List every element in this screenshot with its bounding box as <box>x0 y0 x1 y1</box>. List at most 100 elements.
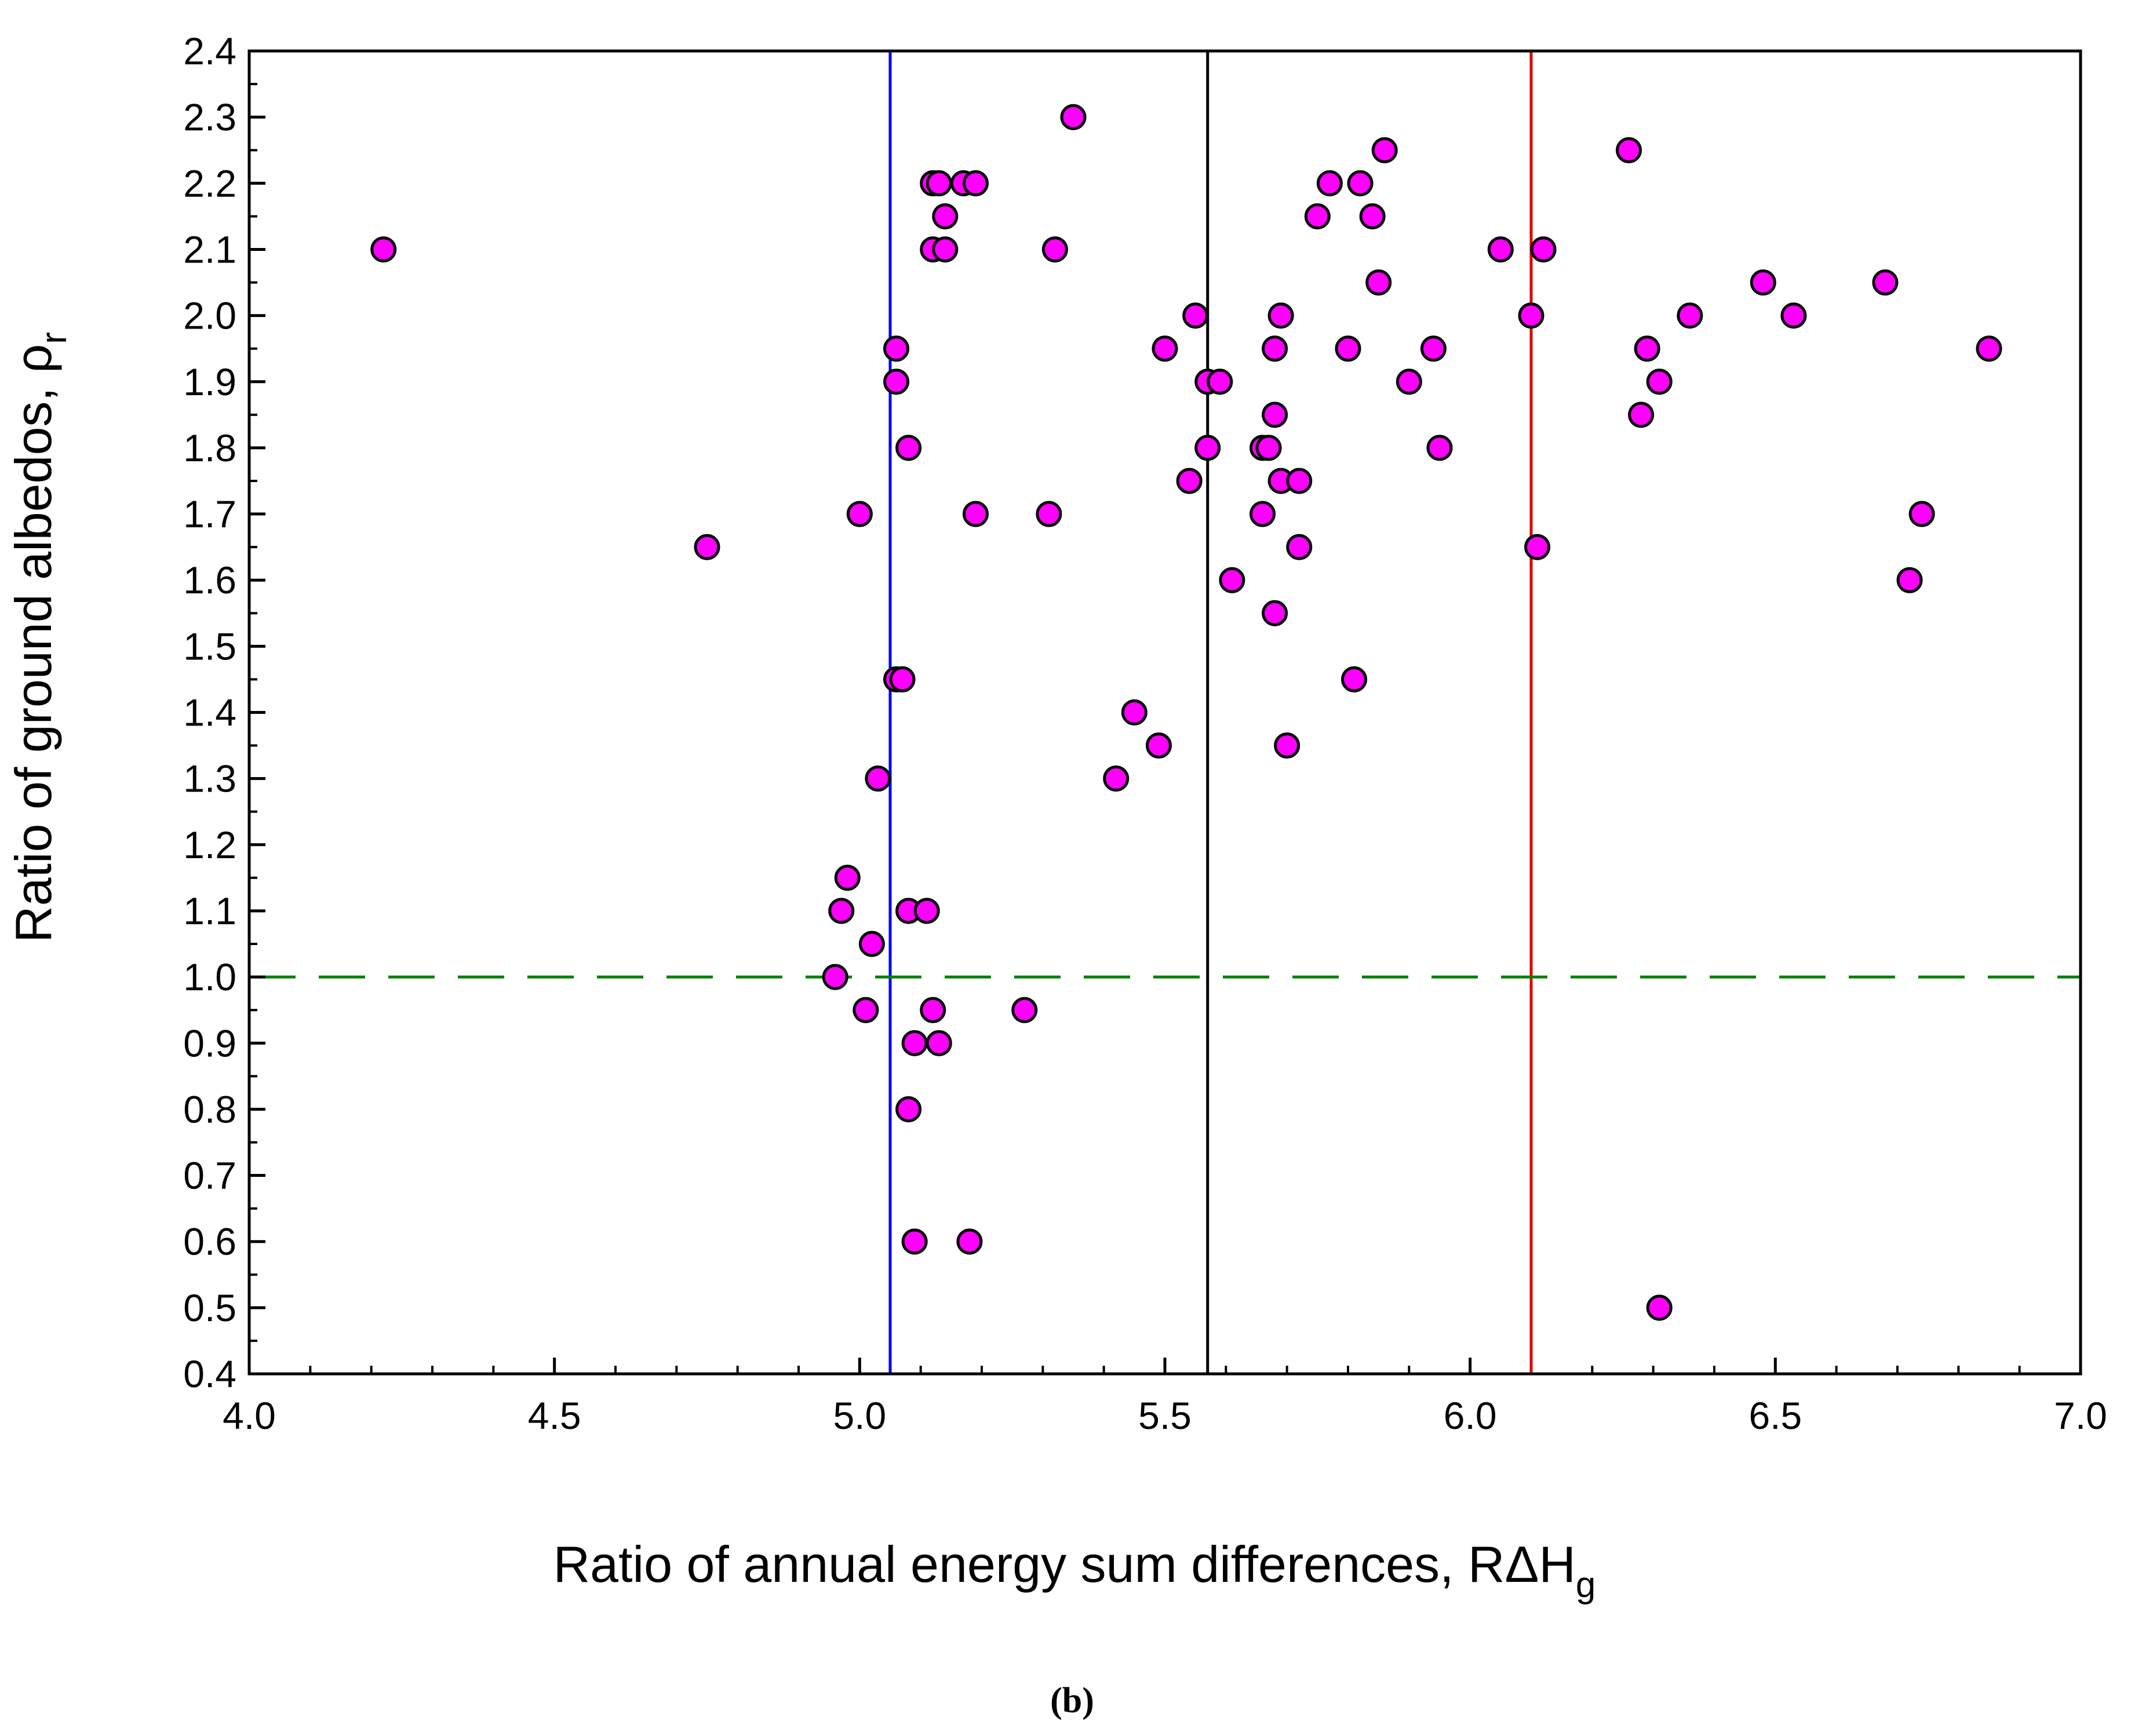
scatter-point <box>1530 236 1557 262</box>
x-tick-label: 6.0 <box>1444 1394 1497 1437</box>
y-tick-label: 2.4 <box>183 30 236 72</box>
scatter-point <box>1103 765 1130 792</box>
scatter-point <box>834 865 861 891</box>
scatter-point <box>858 931 885 957</box>
scatter-point <box>1341 666 1368 692</box>
x-tick-label: 5.5 <box>1138 1394 1192 1437</box>
scatter-point <box>895 435 922 461</box>
scatter-point <box>883 335 910 362</box>
scatter-point <box>901 1228 928 1255</box>
y-axis-title: Ratio of ground albedos, ρr <box>5 332 74 943</box>
scatter-point <box>926 170 952 196</box>
scatter-point <box>1780 302 1807 329</box>
scatter-point <box>1152 335 1178 362</box>
x-tick-label: 7.0 <box>2054 1394 2107 1437</box>
x-axis-title: Ratio of annual energy sum differences, … <box>553 1536 1596 1605</box>
scatter-point <box>1194 435 1221 461</box>
scatter-point <box>1286 534 1313 560</box>
scatter-point <box>932 203 959 229</box>
scatter-point <box>1487 236 1514 262</box>
scatter-point <box>920 997 946 1023</box>
y-tick-label: 1.1 <box>183 889 236 932</box>
scatter-point <box>1365 269 1392 296</box>
y-axis-title-text: Ratio of ground albedos, ρ <box>5 344 62 943</box>
x-tick-label: 6.5 <box>1748 1394 1802 1437</box>
y-tick-label: 1.9 <box>183 360 236 403</box>
scatter-point <box>926 1030 952 1056</box>
scatter-point <box>889 666 916 692</box>
scatter-point <box>1335 335 1361 362</box>
scatter-point <box>1262 600 1288 626</box>
scatter-point <box>846 501 873 527</box>
scatter-point <box>1011 997 1038 1023</box>
scatter-point <box>1304 203 1331 229</box>
scatter-point <box>1677 302 1703 329</box>
scatter-point <box>1267 302 1294 329</box>
scatter-point <box>1908 501 1935 527</box>
scatter-point <box>1420 335 1447 362</box>
scatter-point <box>1041 236 1068 262</box>
y-tick-label: 1.5 <box>183 625 236 668</box>
y-tick-label: 1.8 <box>183 426 236 469</box>
scatter-point <box>1316 170 1343 196</box>
scatter-point <box>1262 335 1288 362</box>
y-axis-title-subscript: r <box>34 332 74 344</box>
y-tick-label: 0.7 <box>183 1154 236 1197</box>
scatter-point <box>1286 468 1313 494</box>
scatter-point <box>1036 501 1062 527</box>
scatter-point <box>962 501 989 527</box>
scatter-point <box>1872 269 1899 296</box>
scatter-point <box>1359 203 1386 229</box>
scatter-point <box>1976 335 2002 362</box>
scatter-point <box>1347 170 1374 196</box>
y-tick-label: 0.4 <box>183 1352 236 1395</box>
y-tick-label: 2.0 <box>183 294 236 337</box>
scatter-point <box>1176 468 1203 494</box>
y-tick-label: 2.1 <box>183 228 236 271</box>
scatter-point <box>895 1096 922 1122</box>
scatter-point <box>1121 699 1148 725</box>
y-tick-label: 0.8 <box>183 1088 236 1130</box>
scatter-point <box>1628 402 1655 428</box>
y-tick-label: 1.2 <box>183 823 236 866</box>
scatter-point <box>1750 269 1776 296</box>
scatter-point <box>1060 104 1087 130</box>
scatter-point <box>1396 369 1422 395</box>
y-tick-label: 1.0 <box>183 955 236 998</box>
scatter-point <box>1518 302 1544 329</box>
y-tick-label: 0.9 <box>183 1022 236 1064</box>
scatter-point <box>1207 369 1233 395</box>
scatter-point <box>1426 435 1453 461</box>
scatter-point <box>932 236 959 262</box>
scatter-point <box>1250 501 1276 527</box>
y-tick-label: 1.3 <box>183 757 236 800</box>
x-tick-label: 4.5 <box>528 1394 581 1437</box>
scatter-point <box>1371 137 1398 163</box>
x-tick-label: 4.0 <box>223 1394 276 1437</box>
minor-ticks <box>248 50 2082 1375</box>
scatter-point <box>883 369 910 395</box>
scatter-point <box>1262 402 1288 428</box>
x-axis-ticks: 4.0 4.5 5.0 5.5 6.0 6.5 7.0 <box>223 1358 2107 1437</box>
scatter-point <box>828 898 855 924</box>
scatter-point <box>1219 567 1245 593</box>
y-tick-label: 0.6 <box>183 1220 236 1263</box>
scatter-point <box>1616 137 1642 163</box>
scatter-point <box>1896 567 1923 593</box>
scatter-point <box>370 236 397 262</box>
scatter-point <box>913 898 940 924</box>
scatter-point <box>1646 369 1673 395</box>
scatter-point <box>694 534 720 560</box>
reference-lines <box>249 51 2081 1374</box>
scatter-point <box>1255 435 1282 461</box>
scatter-point <box>1182 302 1209 329</box>
y-tick-label: 1.4 <box>183 691 236 734</box>
y-tick-label: 0.5 <box>183 1286 236 1329</box>
scatter-point <box>853 997 879 1023</box>
plot-frame <box>247 49 2082 1376</box>
scatter-point <box>956 1228 983 1255</box>
scatter-point <box>1524 534 1551 560</box>
data-points <box>370 104 2002 1321</box>
scatter-point <box>1145 732 1172 759</box>
